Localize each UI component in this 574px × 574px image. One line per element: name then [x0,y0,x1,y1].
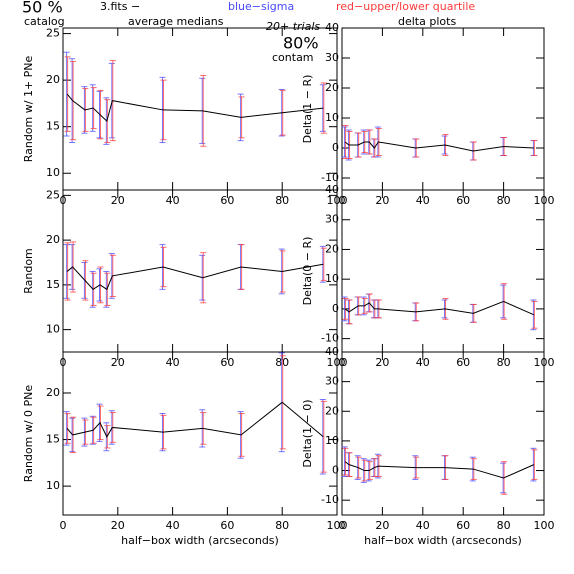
x-tick-label: 40 [416,519,430,532]
y-tick-label: 20 [325,81,339,94]
x-tick-label: 80 [497,356,511,369]
y-axis-label: Delta(1 − R) [301,75,314,144]
x-tick-label: 100 [327,519,348,532]
header-text: catalog [24,15,65,28]
header-text: 3.fits − [100,0,140,13]
y-tick-label: 10 [46,323,60,336]
x-tick-label: 40 [416,194,430,207]
x-tick-label: 60 [456,194,470,207]
x-tick-label: 80 [275,519,289,532]
x-tick-label: 40 [416,356,430,369]
y-axis-label: Delta(0 − R) [301,237,314,306]
y-tick-label: 15 [46,433,60,446]
x-tick-label: 80 [497,194,511,207]
y-tick-label: 10 [325,111,339,124]
plot-frame [341,351,545,516]
y-axis-label: Random w/ 0 PNe [22,385,35,483]
y-tick-label: -10 [321,493,339,506]
x-tick-label: 20 [375,519,389,532]
x-tick-label: 60 [220,519,234,532]
y-tick-label: 25 [46,188,60,201]
header-text: 80% [283,34,319,53]
header-text: contam [272,51,314,64]
y-tick-label: 20 [46,386,60,399]
y-tick-label: 25 [46,27,60,40]
y-tick-label: 40 [325,21,339,34]
x-tick-label: 80 [497,519,511,532]
y-tick-label: 10 [46,479,60,492]
x-tick-label: 60 [456,356,470,369]
x-tick-label: 40 [166,194,180,207]
y-tick-label: 15 [46,278,60,291]
x-tick-label: 20 [375,194,389,207]
y-tick-label: 20 [325,242,339,255]
x-tick-label: 60 [456,519,470,532]
median-line [66,93,324,123]
y-tick-label: -10 [321,332,339,345]
x-tick-label: 0 [339,519,346,532]
y-tick-label: 0 [332,302,339,315]
x-tick-label: 20 [375,356,389,369]
x-tick-label: 60 [220,356,234,369]
x-tick-label: 20 [111,356,125,369]
header-text: average medians [128,15,224,28]
y-tick-label: 0 [332,464,339,477]
y-tick-label: 20 [46,233,60,246]
median-line [344,300,535,316]
x-tick-label: 40 [166,356,180,369]
y-tick-label: 0 [332,141,339,154]
x-tick-label: 20 [111,519,125,532]
y-tick-label: 20 [46,73,60,86]
x-tick-label: 40 [166,519,180,532]
y-tick-label: 10 [46,166,60,179]
y-tick-label: 30 [325,375,339,388]
x-tick-label: 20 [111,194,125,207]
header-text: 20+ trials [266,20,320,33]
header-text: red−upper/lower quartile [336,0,475,13]
y-tick-label: 40 [325,345,339,358]
plot-frame [62,351,338,516]
x-tick-label: 100 [534,519,555,532]
plot-frame [341,189,545,353]
y-tick-label: 30 [325,213,339,226]
y-axis-label: Delta(1 − 0) [301,399,314,467]
median-line [66,263,324,291]
x-tick-label: 0 [60,519,67,532]
x-axis-label: half−box width (arcseconds) [121,534,279,547]
median-line [66,401,324,438]
y-axis-label: Random w/ 1+ PNe [22,55,35,162]
header-text: 50 % [22,0,63,17]
median-line [344,141,534,152]
y-tick-label: 15 [46,120,60,133]
y-tick-label: 20 [325,404,339,417]
y-tick-label: 10 [325,272,339,285]
y-tick-label: 30 [325,51,339,64]
y-tick-label: 10 [325,434,339,447]
y-axis-label: Random [22,248,35,294]
plot-frame [341,27,545,191]
x-axis-label: half−box width (arcseconds) [364,534,522,547]
header-text: blue−sigma [228,0,294,13]
y-tick-label: 40 [325,183,339,196]
x-tick-label: 80 [275,194,289,207]
y-tick-label: -10 [321,171,339,184]
median-line [344,461,535,479]
x-tick-label: 60 [220,194,234,207]
header-text: delta plots [398,15,456,28]
